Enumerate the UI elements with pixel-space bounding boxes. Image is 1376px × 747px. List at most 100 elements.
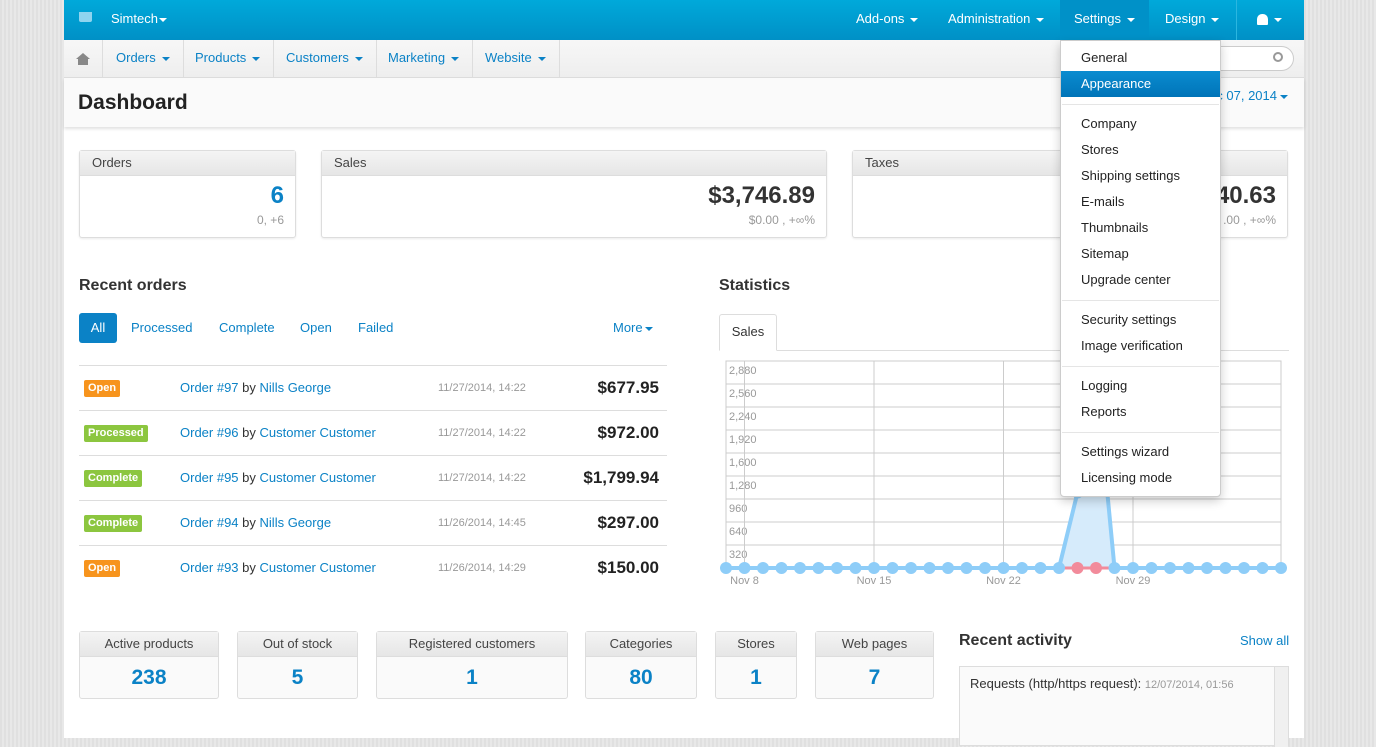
order-total: $150.00 (597, 558, 659, 577)
counter-value: 238 (131, 666, 167, 689)
order-link[interactable]: Order #93 (180, 560, 239, 575)
y-tick-label: 1,920 (729, 434, 757, 446)
order-link[interactable]: Order #95 (180, 470, 239, 485)
nav-orders[interactable]: Orders (103, 40, 184, 78)
sales-point (738, 562, 751, 574)
counter-categories[interactable]: Categories 80 (585, 631, 697, 699)
order-link[interactable]: Order #97 (180, 380, 239, 395)
by-label: by (242, 380, 256, 395)
menu-item-sitemap[interactable]: Sitemap (1081, 246, 1129, 261)
sales-point (775, 562, 788, 574)
scrollbar[interactable] (1274, 667, 1288, 747)
menu-divider (1062, 104, 1219, 105)
y-tick-label: 1,600 (729, 457, 757, 469)
counter-stores[interactable]: Stores 1 (715, 631, 797, 699)
home-button[interactable] (64, 40, 103, 78)
nav-products[interactable]: Products (182, 40, 275, 78)
stat-sales: Sales $3,746.89 $0.00 , +∞% (321, 150, 827, 238)
nav-marketing[interactable]: Marketing (375, 40, 474, 78)
filter-open[interactable]: Open (300, 320, 332, 335)
more-filters[interactable]: More (602, 313, 664, 343)
menu-item-general[interactable]: General (1081, 50, 1128, 65)
menu-item-shipping-settings[interactable]: Shipping settings (1081, 168, 1181, 183)
sales-point (794, 562, 806, 574)
filter-failed[interactable]: Failed (358, 320, 394, 335)
sales-point (979, 562, 991, 574)
by-label: by (242, 515, 256, 530)
order-date: 11/26/2014, 14:45 (438, 517, 526, 529)
menu-design[interactable]: Design (1151, 0, 1233, 40)
menu-item-image-verification[interactable]: Image verification (1081, 338, 1183, 353)
nav-website[interactable]: Website (472, 40, 560, 78)
menu-settings[interactable]: Settings (1060, 0, 1149, 40)
sales-point (1016, 562, 1028, 574)
order-row: Complete Order #94 by Nills George 11/26… (79, 500, 667, 545)
y-tick-label: 320 (729, 549, 747, 561)
recent-activity-title: Recent activity (959, 632, 1072, 649)
customer-link[interactable]: Customer Customer (259, 470, 376, 485)
menu-item-licensing-mode[interactable]: Licensing mode (1081, 470, 1173, 485)
user-menu[interactable] (1236, 0, 1302, 40)
menu-item-thumbnails[interactable]: Thumbnails (1081, 220, 1149, 235)
y-tick-label: 2,880 (729, 365, 757, 377)
menu-item-upgrade-center[interactable]: Upgrade center (1081, 272, 1171, 287)
store-label: Simtech (111, 11, 158, 26)
order-link[interactable]: Order #96 (180, 425, 239, 440)
order-date: 11/27/2014, 14:22 (438, 472, 526, 484)
by-label: by (242, 425, 256, 440)
sales-point (1145, 562, 1158, 574)
store-selector[interactable]: Simtech (97, 0, 181, 40)
nav-customers[interactable]: Customers (273, 40, 377, 78)
customer-link[interactable]: Customer Customer (259, 560, 376, 575)
menu-item-appearance[interactable]: Appearance (1061, 71, 1220, 97)
activity-panel: Requests (http/https request): 12/07/201… (959, 666, 1289, 747)
sales-point (905, 562, 917, 574)
sales-point (1127, 562, 1139, 574)
counter-out-of-stock[interactable]: Out of stock 5 (237, 631, 358, 699)
y-tick-label: 1,280 (729, 480, 757, 492)
order-link[interactable]: Order #94 (180, 515, 239, 530)
menu-administration[interactable]: Administration (934, 0, 1058, 40)
customer-link[interactable]: Customer Customer (259, 425, 376, 440)
filter-complete[interactable]: Complete (219, 320, 275, 335)
menu-item-security-settings[interactable]: Security settings (1081, 312, 1177, 327)
menu-divider (1062, 432, 1219, 433)
menu-item-logging[interactable]: Logging (1081, 378, 1128, 393)
counter-label: Stores (716, 632, 796, 657)
counter-active-products[interactable]: Active products 238 (79, 631, 219, 699)
filter-all[interactable]: All (79, 313, 117, 343)
filter-processed[interactable]: Processed (131, 320, 193, 335)
page-title: Dashboard (78, 91, 188, 114)
menu-addons[interactable]: Add-ons (842, 0, 932, 40)
menu-divider (1062, 366, 1219, 367)
order-total: $297.00 (597, 513, 659, 532)
order-date: 11/27/2014, 14:22 (438, 382, 526, 394)
customer-link[interactable]: Nills George (259, 380, 332, 395)
sales-point (942, 562, 954, 574)
tab-sales[interactable]: Sales (719, 314, 777, 351)
recent-orders-title: Recent orders (79, 277, 187, 294)
user-icon (1257, 14, 1268, 26)
sales-point (1034, 562, 1047, 574)
order-total: $972.00 (597, 423, 659, 442)
menu-item-e-mails[interactable]: E-mails (1081, 194, 1125, 209)
show-all-link[interactable]: Show all (1240, 633, 1290, 648)
sales-point (831, 562, 843, 574)
menu-item-company[interactable]: Company (1081, 116, 1137, 131)
menu-item-reports[interactable]: Reports (1081, 404, 1127, 419)
sales-point (1108, 562, 1121, 574)
customer-link[interactable]: Nills George (259, 515, 332, 530)
counter-web-pages[interactable]: Web pages 7 (815, 631, 934, 699)
counter-registered-customers[interactable]: Registered customers 1 (376, 631, 568, 699)
order-row: Open Order #97 by Nills George 11/27/201… (79, 365, 667, 410)
home-icon (76, 53, 90, 59)
sales-point (960, 562, 973, 574)
sales-point (1256, 562, 1269, 574)
menu-item-settings-wizard[interactable]: Settings wizard (1081, 444, 1170, 459)
counter-value: 7 (868, 666, 881, 689)
sales-point (1182, 562, 1195, 574)
x-tick-label: Nov 29 (1116, 575, 1151, 587)
menu-item-stores[interactable]: Stores (1081, 142, 1119, 157)
counter-label: Categories (586, 632, 696, 657)
sales-point (1275, 562, 1287, 574)
